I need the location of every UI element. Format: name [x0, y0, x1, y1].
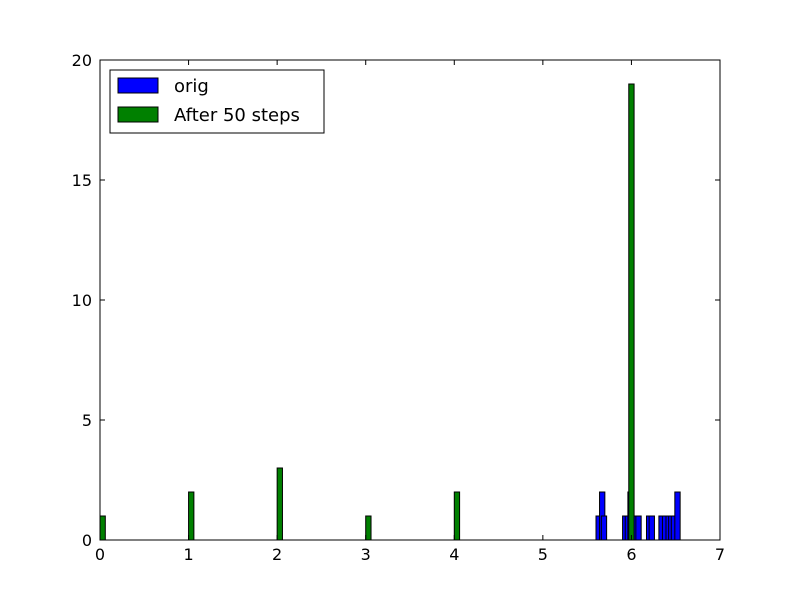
bar-after-50-steps-0: [99, 515, 106, 541]
x-tick-label: 1: [183, 545, 193, 564]
bar-after-50-steps-1: [188, 491, 195, 541]
bar-after-50-steps-4: [453, 491, 461, 541]
bar-after-50-steps-5: [628, 83, 635, 541]
bar-orig-8: [635, 515, 642, 541]
axis-ticks: 0 1 2 3 4 5 6 7 0 5 10 15 20: [72, 51, 725, 564]
y-tick-label: 10: [72, 291, 92, 310]
legend: orig After 50 steps: [109, 69, 325, 134]
y-tick-label: 15: [72, 171, 92, 190]
x-tick-label: 7: [715, 545, 725, 564]
x-tick-label: 0: [95, 545, 105, 564]
y-tick-label: 5: [82, 411, 92, 430]
legend-swatch-after-50-steps: [117, 106, 159, 123]
bar-orig-16: [674, 491, 681, 541]
legend-label-after-50-steps: After 50 steps: [174, 105, 300, 126]
x-tick-label: 6: [626, 545, 636, 564]
legend-label-orig: orig: [174, 76, 209, 97]
bar-after-50-steps-3: [365, 515, 372, 541]
y-tick-label: 0: [82, 531, 92, 550]
bars-layer: [99, 83, 681, 541]
x-tick-label: 3: [361, 545, 371, 564]
bar-orig-2: [600, 515, 608, 541]
x-tick-label: 4: [449, 545, 459, 564]
x-tick-label: 5: [538, 545, 548, 564]
y-tick-label: 20: [72, 51, 92, 70]
bar-after-50-steps-2: [276, 467, 283, 541]
bar-orig-10: [648, 515, 655, 541]
x-tick-label: 2: [272, 545, 282, 564]
legend-swatch-orig: [117, 77, 159, 94]
